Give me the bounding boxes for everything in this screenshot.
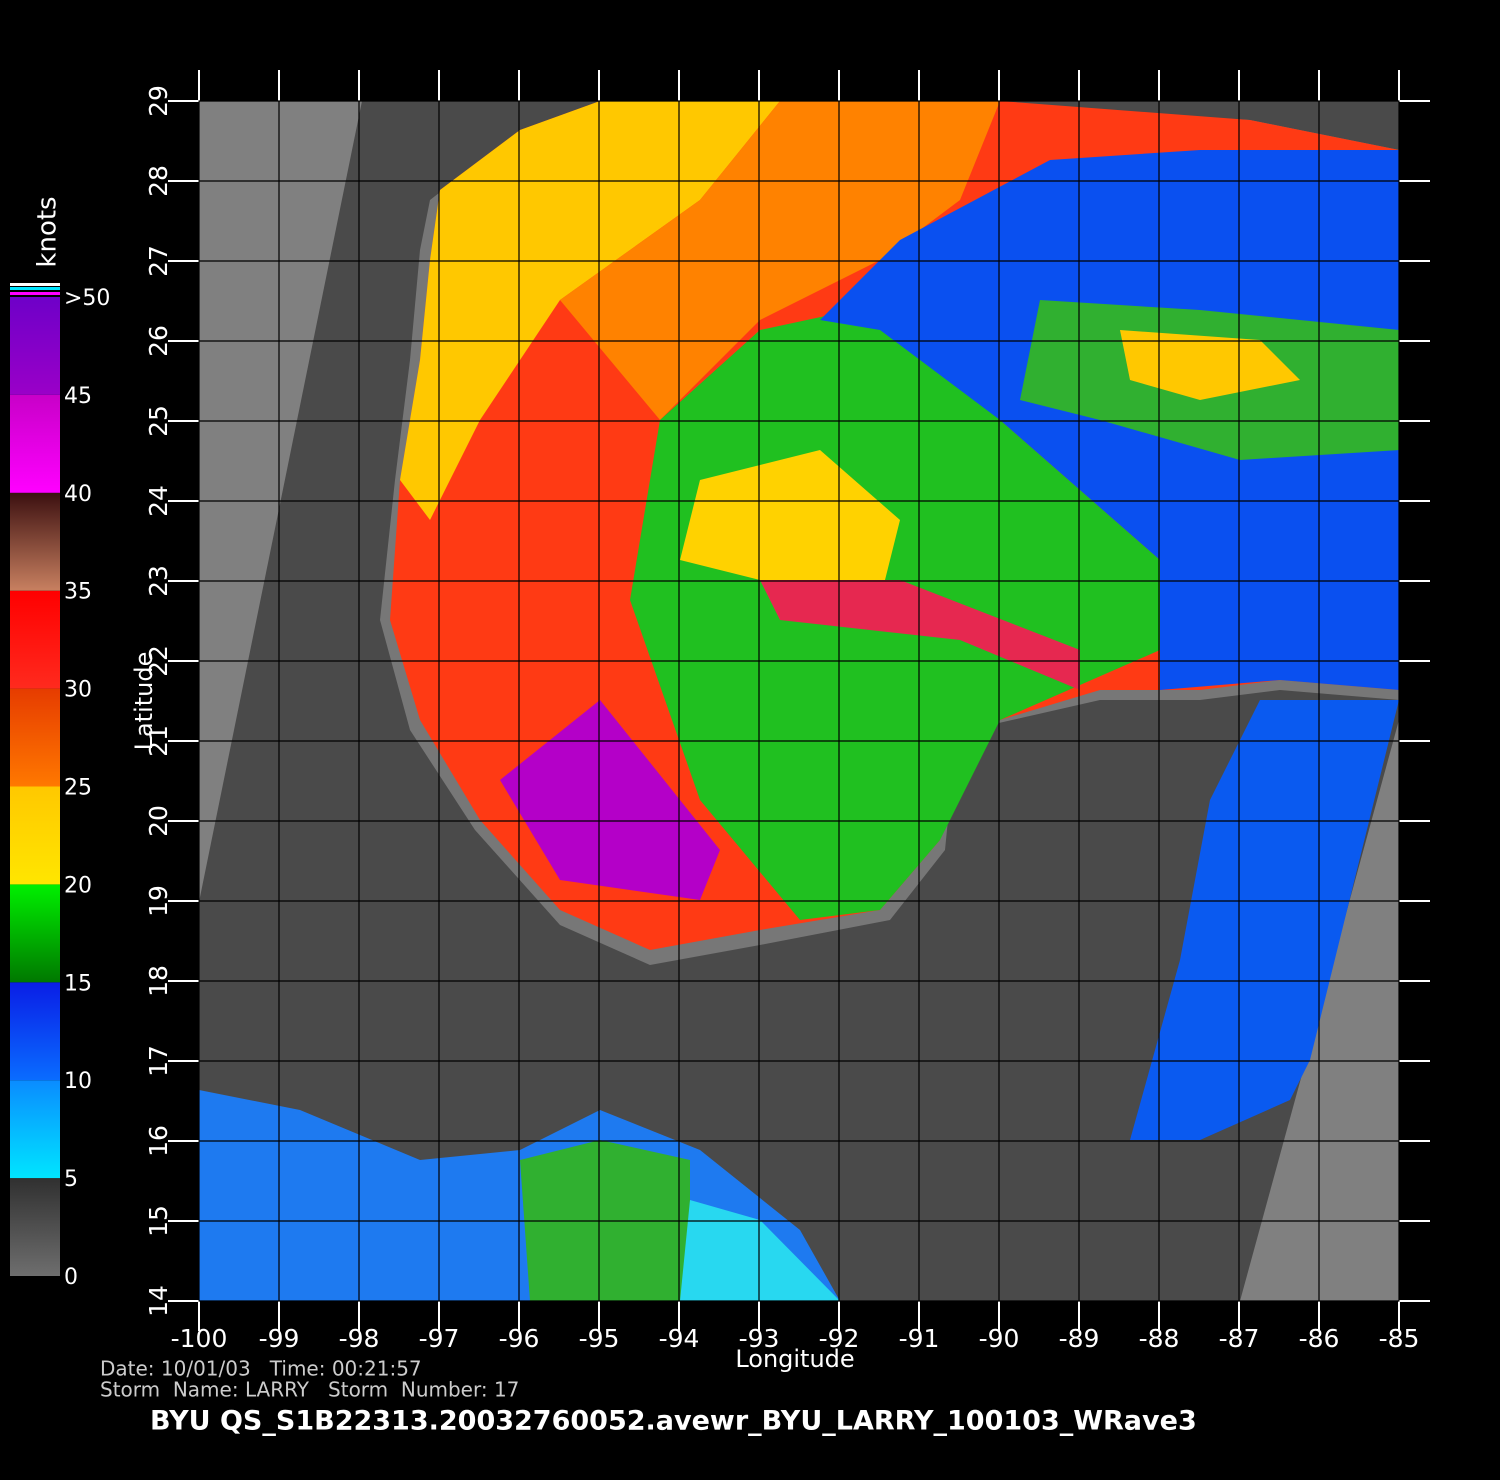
x-tick-label: -90: [979, 1324, 1020, 1353]
colorbar-tick-label: 35: [64, 580, 92, 605]
wind-very-high: [500, 700, 720, 900]
colorbar-segment: [10, 394, 60, 493]
y-tick-label: 26: [144, 325, 173, 357]
colorbar-cap: [10, 283, 60, 286]
x-axis-label: Longitude: [735, 1345, 854, 1373]
wind-high: [760, 580, 1080, 690]
info-line: Date: 10/01/03 Time: 00:21:57: [100, 1357, 422, 1381]
colorbar-segment: [10, 590, 60, 689]
x-tick-label: -89: [1059, 1324, 1100, 1353]
colorbar-segment: [10, 786, 60, 885]
colorbar-segment: [10, 1178, 60, 1276]
x-tick-label: -92: [819, 1324, 860, 1353]
colorbar-tick-label: 0: [64, 1265, 78, 1290]
y-tick-label: 14: [144, 1285, 173, 1317]
colorbar-tick-label: 40: [64, 482, 92, 507]
y-tick-label: 22: [144, 645, 173, 677]
y-tick-label: 21: [144, 725, 173, 757]
info-line: Storm Name: LARRY Storm Number: 17: [100, 1378, 519, 1402]
y-tick-label: 28: [144, 165, 173, 197]
chart-title: BYU QS_S1B22313.20032760052.avewr_BYU_LA…: [150, 1406, 1197, 1437]
x-tick-label: -86: [1299, 1324, 1340, 1353]
colorbar-tick-label: 45: [64, 384, 92, 409]
x-tick-label: -93: [739, 1324, 780, 1353]
y-tick-label: 20: [144, 805, 173, 837]
colorbar-tick-label: 10: [64, 1069, 92, 1094]
wind-moderate: [1120, 330, 1300, 400]
colorbar-tick-label: 20: [64, 873, 92, 898]
x-tick-label: -97: [419, 1324, 460, 1353]
y-tick-label: 25: [144, 405, 173, 437]
wind-very-low: [680, 1200, 840, 1301]
x-tick-label: -98: [339, 1324, 380, 1353]
y-tick-label: 23: [144, 565, 173, 597]
y-tick-label: 15: [144, 1205, 173, 1237]
y-tick-label: 24: [144, 485, 173, 517]
wind-moderate: [400, 101, 780, 520]
colorbar-segment: [10, 297, 60, 395]
y-tick-label: 16: [144, 1125, 173, 1157]
colorbar-segment: [10, 688, 60, 787]
colorbar-segment: [10, 982, 60, 1081]
y-tick-label: 29: [144, 85, 173, 117]
colorbar-segment: [10, 1080, 60, 1179]
colorbar-segment: [10, 884, 60, 983]
x-tick-label: -94: [659, 1324, 700, 1353]
colorbar-tick-label: 15: [64, 971, 92, 996]
colorbar-label: knots: [33, 196, 63, 267]
colorbar-cap: [10, 292, 60, 295]
x-tick-label: -85: [1379, 1324, 1420, 1353]
wind-moderate: [680, 450, 900, 600]
y-axis-label: Latitude: [130, 652, 158, 751]
colorbar-tick-label: 25: [64, 776, 92, 801]
x-tick-label: -88: [1139, 1324, 1180, 1353]
x-tick-label: -87: [1219, 1324, 1260, 1353]
colorbar-segment: [10, 492, 60, 591]
colorbar-tick-label: 30: [64, 678, 92, 703]
x-tick-label: -91: [899, 1324, 940, 1353]
y-tick-label: 17: [144, 1045, 173, 1077]
x-tick-label: -100: [171, 1324, 228, 1353]
map-image: [199, 101, 1399, 1301]
x-tick-label: -95: [579, 1324, 620, 1353]
colorbar-tick-label: >50: [64, 286, 110, 311]
wind-low: [1130, 700, 1399, 1140]
y-tick-label: 27: [144, 245, 173, 277]
x-tick-label: -96: [499, 1324, 540, 1353]
colorbar-tick-label: 5: [64, 1167, 78, 1192]
colorbar-cap: [10, 287, 60, 290]
x-tick-label: -99: [259, 1324, 300, 1353]
plot-frame: [198, 100, 1400, 1302]
y-tick-label: 18: [144, 965, 173, 997]
y-tick-label: 19: [144, 885, 173, 917]
